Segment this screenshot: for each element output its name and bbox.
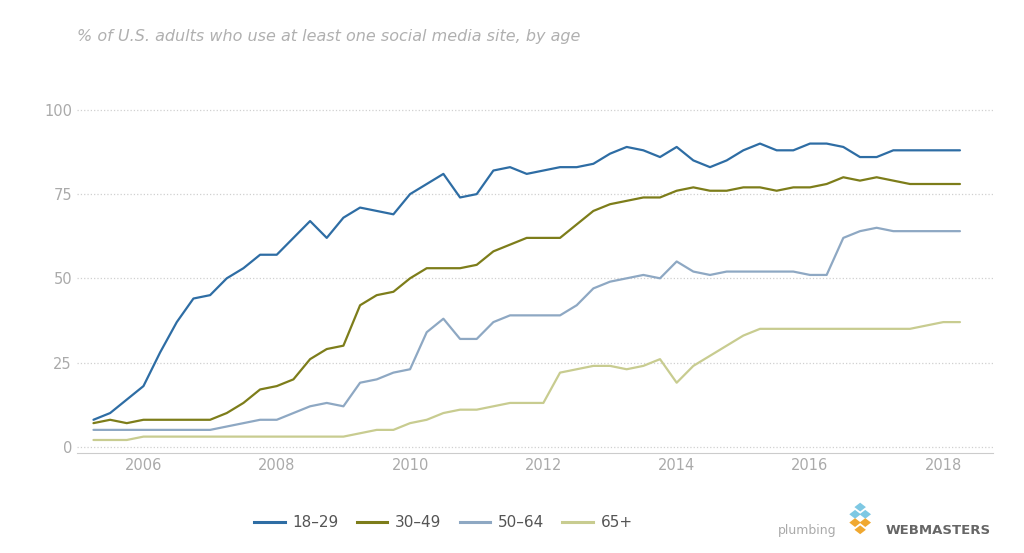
Legend: 18–29, 30–49, 50–64, 65+: 18–29, 30–49, 50–64, 65+ — [248, 509, 639, 536]
Text: % of U.S. adults who use at least one social media site, by age: % of U.S. adults who use at least one so… — [77, 29, 581, 44]
Text: plumbing: plumbing — [778, 524, 837, 538]
Text: WEBMASTERS: WEBMASTERS — [886, 524, 991, 538]
